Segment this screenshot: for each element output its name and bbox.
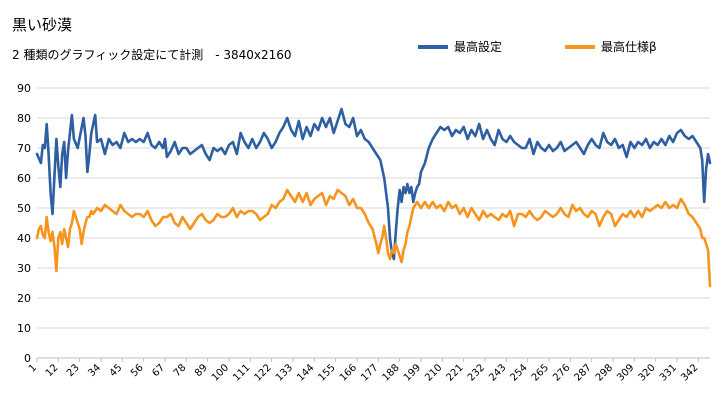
x-tick-label: 331 [658,362,679,383]
series-line-2 [35,188,712,288]
y-tick-label: 50 [17,202,31,215]
x-tick-label: 265 [530,362,551,383]
legend-item-series-1: 最高設定 [418,38,502,55]
chart-subtitle: 2 種類のグラフィック設定にて計測 - 3840x2160 [12,48,292,62]
x-tick-label: 221 [445,362,466,383]
x-axis-ticks: 1 12 23 34 45 56 67 78 89 100 111 122 133 144 155 166 17… [27,357,710,384]
y-tick-label: 40 [17,232,31,245]
x-tick-label: 89 [193,362,210,379]
x-tick-label: 320 [637,362,658,383]
x-tick-label: 122 [253,362,274,383]
x-tick-label: 177 [359,362,380,383]
x-tick-label: 56 [129,362,146,379]
series-line-1 [35,107,712,261]
legend-label-series-2: 最高仕様β [601,40,657,54]
x-tick-label: 254 [509,362,530,383]
x-tick-label: 155 [317,362,338,383]
y-tick-label: 10 [17,322,31,335]
y-axis-ticks: 0 10 20 30 40 50 60 70 80 90 [17,82,31,365]
y-tick-label: 0 [24,352,31,365]
x-tick-label: 210 [423,362,444,383]
x-tick-label: 111 [231,362,252,383]
series-lines [35,107,712,288]
gridlines [37,87,710,359]
x-tick-label: 166 [338,362,359,383]
y-tick-label: 80 [17,112,31,125]
x-tick-label: 67 [150,362,167,379]
x-tick-label: 287 [573,362,594,383]
legend-item-series-2: 最高仕様β [565,38,657,55]
y-tick-label: 60 [17,172,31,185]
x-tick-label: 1 [27,362,39,374]
y-tick-label: 70 [17,142,31,155]
legend-swatch-series-1 [418,44,448,49]
x-tick-label: 23 [65,362,82,379]
legend-swatch-series-2 [565,44,595,49]
x-tick-label: 309 [615,362,636,383]
x-tick-label: 199 [402,362,423,383]
x-tick-label: 144 [295,362,316,383]
y-tick-label: 20 [17,292,31,305]
chart-title: 黒い砂漠 [12,16,73,34]
legend-label-series-1: 最高設定 [454,40,503,54]
x-tick-label: 243 [487,362,508,383]
x-tick-label: 188 [381,362,402,383]
x-tick-label: 100 [210,362,231,383]
x-tick-label: 12 [44,362,61,379]
x-tick-label: 78 [172,362,189,379]
x-tick-label: 45 [108,362,125,379]
x-tick-label: 298 [594,362,615,383]
x-tick-label: 342 [679,362,700,383]
x-tick-label: 133 [274,362,295,383]
x-tick-label: 276 [551,362,572,383]
y-tick-label: 90 [17,82,31,95]
y-tick-label: 30 [17,262,31,275]
x-tick-label: 232 [466,362,487,383]
x-tick-label: 34 [86,362,103,379]
